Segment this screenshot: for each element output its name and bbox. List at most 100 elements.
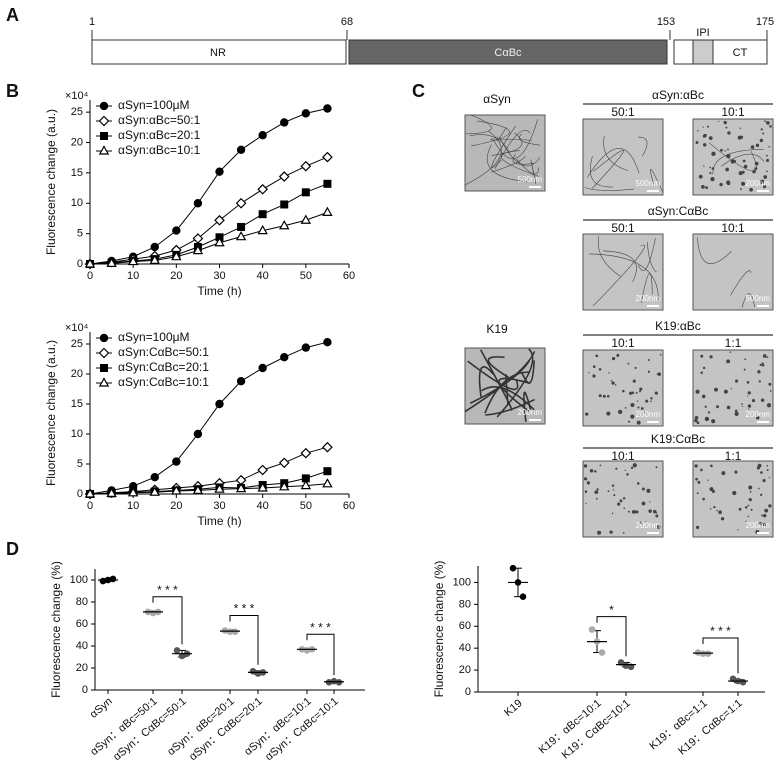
micrograph-title: αSyn bbox=[483, 92, 511, 106]
domain-label: NR bbox=[210, 47, 226, 59]
marker bbox=[192, 244, 204, 255]
particle bbox=[727, 131, 731, 135]
particle bbox=[584, 490, 588, 493]
particle bbox=[634, 366, 637, 369]
y-tick-label: 60 bbox=[459, 620, 471, 632]
particle bbox=[769, 390, 772, 392]
particle bbox=[655, 466, 658, 469]
particle bbox=[744, 358, 747, 361]
particle bbox=[754, 167, 758, 171]
particle bbox=[639, 387, 643, 391]
particle bbox=[622, 497, 626, 500]
marker bbox=[323, 467, 332, 476]
fibril bbox=[597, 236, 621, 277]
x-tick-label: 30 bbox=[213, 500, 225, 512]
fibril bbox=[584, 187, 634, 191]
particle bbox=[702, 134, 706, 138]
marker bbox=[323, 338, 332, 347]
legend-label: αSyn=100μM bbox=[118, 98, 190, 112]
particle bbox=[589, 469, 594, 473]
particle bbox=[764, 120, 766, 122]
particle bbox=[638, 390, 641, 393]
y-multiplier: ×10⁴ bbox=[65, 90, 89, 102]
fibril bbox=[464, 130, 502, 186]
marker bbox=[171, 485, 182, 495]
particle bbox=[631, 391, 635, 395]
particle bbox=[598, 368, 602, 371]
marker bbox=[258, 131, 267, 140]
particle bbox=[769, 125, 772, 128]
particle bbox=[612, 489, 615, 491]
fibril bbox=[491, 156, 526, 173]
particle bbox=[759, 363, 762, 367]
x-tick-label: 40 bbox=[257, 500, 269, 512]
fibril bbox=[592, 244, 645, 307]
marker bbox=[257, 224, 268, 235]
particle bbox=[726, 359, 731, 364]
significance-label: * * * bbox=[310, 620, 331, 634]
x-tick-label: 0 bbox=[87, 270, 93, 282]
series-line bbox=[89, 156, 328, 265]
micrograph: 200nm bbox=[692, 460, 774, 538]
particle bbox=[761, 363, 765, 367]
particle bbox=[607, 490, 610, 493]
domain-label: IPI bbox=[696, 27, 709, 39]
particle bbox=[748, 498, 752, 502]
particle bbox=[583, 477, 588, 481]
significance-label: * bbox=[609, 603, 614, 617]
marker bbox=[150, 473, 159, 482]
legend-marker bbox=[98, 145, 110, 155]
y-tick-label: 0 bbox=[465, 686, 471, 698]
particle bbox=[766, 403, 772, 408]
fibril bbox=[530, 159, 537, 185]
marker bbox=[192, 233, 204, 244]
scale-label: 200nm bbox=[636, 521, 661, 530]
particle bbox=[610, 379, 613, 382]
particle bbox=[611, 484, 615, 487]
marker bbox=[300, 214, 312, 224]
particle bbox=[646, 488, 651, 493]
particle bbox=[735, 379, 739, 383]
fibril bbox=[647, 241, 657, 273]
legend-label: αSyn:CαBc=50:1 bbox=[118, 345, 209, 359]
particle bbox=[741, 403, 743, 405]
particle bbox=[747, 391, 751, 395]
particle bbox=[744, 506, 748, 509]
particle bbox=[763, 175, 768, 179]
fibril bbox=[518, 133, 541, 146]
particle bbox=[629, 391, 633, 395]
particle bbox=[592, 365, 596, 368]
scale-label: 500nm bbox=[746, 294, 771, 303]
legend-label: αSyn=100μM bbox=[118, 330, 190, 344]
fibril bbox=[485, 398, 535, 416]
fibril bbox=[490, 138, 532, 141]
particle bbox=[632, 463, 637, 468]
micrograph: 200nm bbox=[582, 349, 664, 427]
marker bbox=[106, 257, 117, 267]
y-tick-label: 25 bbox=[71, 106, 83, 118]
particle bbox=[720, 148, 723, 152]
particle bbox=[720, 517, 725, 521]
particle bbox=[641, 501, 646, 506]
micrograph-title: αSyn:αBc bbox=[652, 88, 704, 102]
particle bbox=[757, 370, 761, 374]
marker bbox=[257, 183, 269, 195]
particle bbox=[734, 411, 739, 417]
fibril bbox=[521, 360, 535, 384]
marker bbox=[106, 487, 117, 497]
fibril bbox=[493, 119, 539, 160]
scale-label: 500nm bbox=[636, 179, 661, 188]
particle bbox=[768, 504, 772, 508]
data-point bbox=[588, 626, 596, 633]
micrograph-bg bbox=[582, 118, 664, 196]
particle bbox=[766, 356, 769, 359]
ratio-label: 10:1 bbox=[611, 449, 635, 463]
particle bbox=[631, 509, 636, 514]
residue-label: 153 bbox=[657, 16, 675, 28]
x-tick-label: 20 bbox=[170, 500, 182, 512]
particle bbox=[740, 188, 742, 191]
marker bbox=[278, 171, 290, 182]
fibril bbox=[467, 360, 519, 391]
particle bbox=[630, 466, 634, 470]
ratio-label: 1:1 bbox=[725, 449, 742, 463]
